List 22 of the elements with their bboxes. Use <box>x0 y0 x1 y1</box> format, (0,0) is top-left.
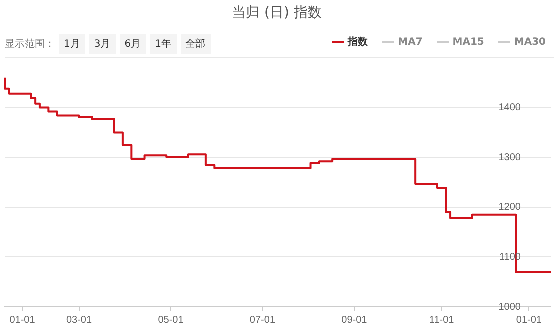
x-tick-label: 11-01 <box>429 314 455 326</box>
text: 6月 <box>120 34 146 54</box>
chart-title: 当归 (日) 指数 <box>231 4 323 22</box>
text: 3月 <box>89 34 116 54</box>
legend-label: MA15 <box>452 36 484 48</box>
legend-label: 指数 <box>348 36 368 49</box>
y-tick-label: 1400 <box>498 102 522 114</box>
text: 全部 <box>180 34 210 54</box>
x-tick-label: 01-01 <box>516 314 542 326</box>
legend-label: MA30 <box>514 36 546 48</box>
text: 显示范围： <box>5 38 55 51</box>
legend-label: MA7 <box>398 36 423 48</box>
x-tick-label: 05-01 <box>158 314 184 326</box>
x-tick-label: 09-01 <box>342 314 368 326</box>
y-tick-label: 1200 <box>498 202 522 214</box>
x-tick-label: 03-01 <box>66 314 92 326</box>
text: 1年 <box>150 34 176 54</box>
x-tick-label: 07-01 <box>250 314 276 326</box>
text: 1月 <box>59 34 86 54</box>
x-tick-label: 01-01 <box>10 314 36 326</box>
y-tick-label: 1000 <box>498 302 522 313</box>
y-tick-label: 1300 <box>498 152 522 164</box>
